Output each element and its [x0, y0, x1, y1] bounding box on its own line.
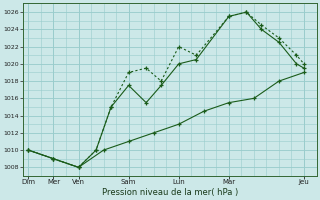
X-axis label: Pression niveau de la mer( hPa ): Pression niveau de la mer( hPa )	[102, 188, 238, 197]
